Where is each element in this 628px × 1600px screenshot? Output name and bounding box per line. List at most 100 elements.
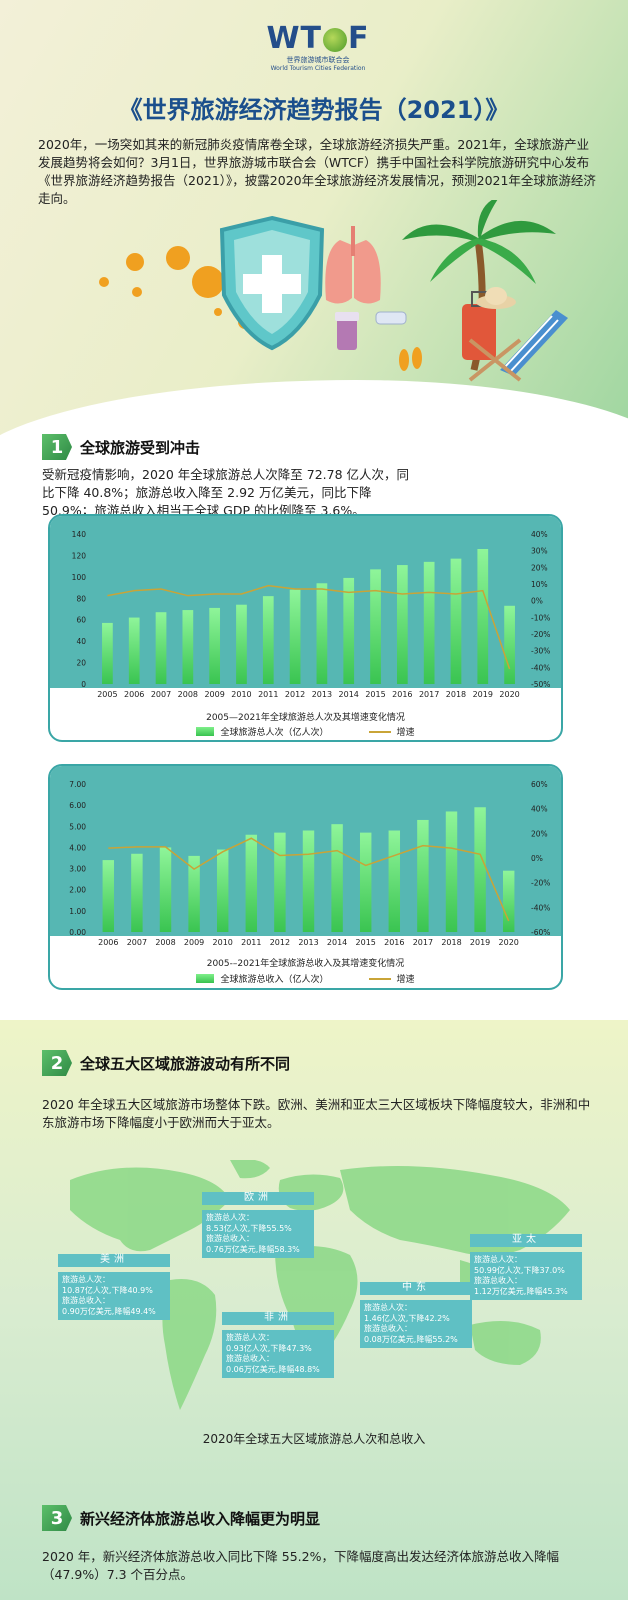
y-tick-label: 6.00 bbox=[69, 801, 86, 810]
y-tick-label: 100 bbox=[72, 573, 87, 582]
deck-chair-icon bbox=[468, 310, 568, 382]
x-tick-label: 2007 bbox=[127, 938, 147, 947]
x-tick-label: 2013 bbox=[298, 938, 318, 947]
revenue-chart: 0.00 1.00 2.00 3.00 4.00 5.00 6.00 7.00 -60% -40%… bbox=[50, 766, 561, 947]
bar-2007 bbox=[155, 612, 167, 684]
y2-tick-label: -60% bbox=[531, 928, 550, 937]
legend-item-bar: 全球旅游总人次（亿人次） bbox=[196, 725, 329, 738]
x-tick-label: 2013 bbox=[312, 690, 332, 699]
y2-tick-label: 20% bbox=[531, 563, 548, 572]
x-tick-label: 2015 bbox=[356, 938, 376, 947]
virus-icon bbox=[99, 246, 252, 329]
page-title: 《世界旅游经济趋势报告（2021）》 bbox=[118, 96, 510, 124]
x-tick-label: 2016 bbox=[392, 690, 412, 699]
hero-banner: WT F 世界旅游城市联合会 World Tourism Cities Feder… bbox=[0, 0, 628, 440]
x-tick-label: 2015 bbox=[365, 690, 385, 699]
x-tick-label: 2005 bbox=[97, 690, 117, 699]
bar-2019 bbox=[474, 807, 486, 932]
bar-2009 bbox=[209, 607, 221, 684]
bar-2014 bbox=[343, 577, 355, 684]
bar-2019 bbox=[477, 549, 489, 684]
x-tick-label: 2017 bbox=[419, 690, 439, 699]
y2-tick-label: 60% bbox=[531, 780, 548, 789]
bar-2011 bbox=[245, 834, 258, 932]
x-tick-label: 2008 bbox=[178, 690, 198, 699]
bar-2008 bbox=[182, 610, 194, 684]
y-tick-label: 1.00 bbox=[69, 907, 86, 916]
y2-tick-label: -10% bbox=[531, 613, 550, 622]
bar-2007 bbox=[131, 853, 143, 932]
y2-tick-label: 30% bbox=[531, 547, 548, 556]
y-tick-label: 3.00 bbox=[69, 865, 86, 874]
region-name: 美洲 bbox=[58, 1254, 170, 1267]
sun-hat-icon bbox=[476, 287, 516, 309]
x-tick-label: 2009 bbox=[184, 938, 204, 947]
bar-2005 bbox=[102, 622, 113, 684]
x-tick-label: 2014 bbox=[327, 938, 347, 947]
bar-2006 bbox=[102, 860, 115, 932]
y-tick-label: 80 bbox=[76, 594, 86, 603]
x-tick-label: 2012 bbox=[285, 690, 305, 699]
chart-title: 2005-–2021年全球旅游总收入及其增速变化情况 bbox=[206, 959, 405, 969]
x-tick-label: 2014 bbox=[339, 690, 359, 699]
bar-2013 bbox=[302, 830, 315, 932]
section-number-badge: 1 bbox=[42, 434, 72, 460]
bar-2009 bbox=[188, 855, 200, 932]
section-title: 全球旅游受到冲击 bbox=[80, 438, 201, 457]
x-tick-label: 2011 bbox=[258, 690, 278, 699]
legend-item-line: 增速 bbox=[368, 972, 415, 985]
flip-flops-icon bbox=[399, 347, 422, 371]
section-3-heading: 3 新兴经济体旅游总收入降幅更为明显 bbox=[42, 1505, 320, 1531]
legend-item-bar: 全球旅游总收入（亿人次） bbox=[196, 972, 329, 985]
bar-2020 bbox=[502, 870, 515, 932]
map-caption: 2020年全球五大区域旅游总人次和总收入 bbox=[202, 1432, 426, 1446]
bar-2016 bbox=[388, 830, 401, 932]
y-tick-label: 0 bbox=[81, 680, 86, 689]
x-tick-label: 2018 bbox=[446, 690, 466, 699]
section-title: 新兴经济体旅游总收入降幅更为明显 bbox=[80, 1509, 321, 1528]
y2-tick-label: -30% bbox=[531, 647, 550, 656]
lungs-icon bbox=[325, 226, 381, 304]
region-card-middle-east: 中东 旅游总人次： 1.46亿人次,下降42.2% 旅游总收入： 0.08万亿美元,降… bbox=[360, 1282, 472, 1348]
intro-text: 2020年，一场突如其来的新冠肺炎疫情席卷全球，全球旅游经济损失严重。2021年… bbox=[38, 137, 596, 206]
region-name: 欧洲 bbox=[202, 1192, 314, 1205]
y2-tick-label: -40% bbox=[531, 903, 550, 912]
y-tick-label: 120 bbox=[72, 551, 87, 560]
bar-2014 bbox=[331, 824, 343, 932]
y-tick-label: 140 bbox=[72, 530, 87, 539]
bar-2008 bbox=[159, 847, 172, 932]
y2-tick-label: -20% bbox=[531, 630, 550, 639]
bar-2012 bbox=[274, 832, 286, 932]
region-name: 亚太 bbox=[470, 1234, 582, 1247]
y2-tick-label: 40% bbox=[531, 530, 548, 539]
bar-2017 bbox=[417, 819, 429, 932]
y2-tick-label: 40% bbox=[531, 805, 548, 814]
bar-2015 bbox=[359, 832, 372, 932]
y2-tick-label: -50% bbox=[531, 680, 550, 689]
section-3-text: 2020 年，新兴经济体旅游总收入同比下降 55.2%，下降幅度高出发达经济体旅… bbox=[42, 1549, 559, 1582]
y2-tick-label: 0% bbox=[531, 597, 543, 606]
y2-tick-label: 0% bbox=[531, 854, 543, 863]
x-tick-label: 2017 bbox=[413, 938, 433, 947]
bar-2010 bbox=[236, 604, 247, 684]
bar-2016 bbox=[396, 565, 408, 684]
wtcf-logo: WT F 世界旅游城市联合会 World Tourism Cities Feder… bbox=[258, 24, 378, 73]
logo-cn: 世界旅游城市联合会 bbox=[286, 56, 350, 64]
x-tick-label: 2020 bbox=[499, 938, 519, 947]
revenue-chart-card: 0.00 1.00 2.00 3.00 4.00 5.00 6.00 7.00 -60% -40%… bbox=[48, 764, 563, 990]
x-tick-label: 2010 bbox=[231, 690, 251, 699]
y2-tick-label: 20% bbox=[531, 829, 548, 838]
bar-2017 bbox=[423, 561, 435, 684]
section-1-text: 受新冠疫情影响，2020 年全球旅游总人次降至 72.78 亿人次，同比下降 4… bbox=[42, 467, 410, 518]
visitor-chart: 0 20 40 60 80 100 120 140 -50% -40% -30% -20% -10% 0%… bbox=[50, 516, 561, 699]
region-card-asia-pacific: 亚太 旅游总人次： 50.99亿人次,下降37.0% 旅游总收入： 1.12万亿美元,… bbox=[470, 1234, 582, 1300]
section-number-badge: 3 bbox=[42, 1505, 72, 1531]
y-tick-label: 4.00 bbox=[69, 843, 86, 852]
y2-tick-label: -20% bbox=[531, 879, 550, 888]
bar-2020 bbox=[504, 605, 515, 684]
growth-rate-line bbox=[107, 584, 511, 670]
shield-icon bbox=[219, 215, 325, 351]
section-1-heading: 1 全球旅游受到冲击 bbox=[42, 434, 200, 460]
world-map: 欧洲 旅游总人次： 8.53亿人次,下降55.5% 旅游总收入： 0.76万亿美元,降… bbox=[30, 1159, 600, 1420]
x-tick-label: 2012 bbox=[270, 938, 290, 947]
